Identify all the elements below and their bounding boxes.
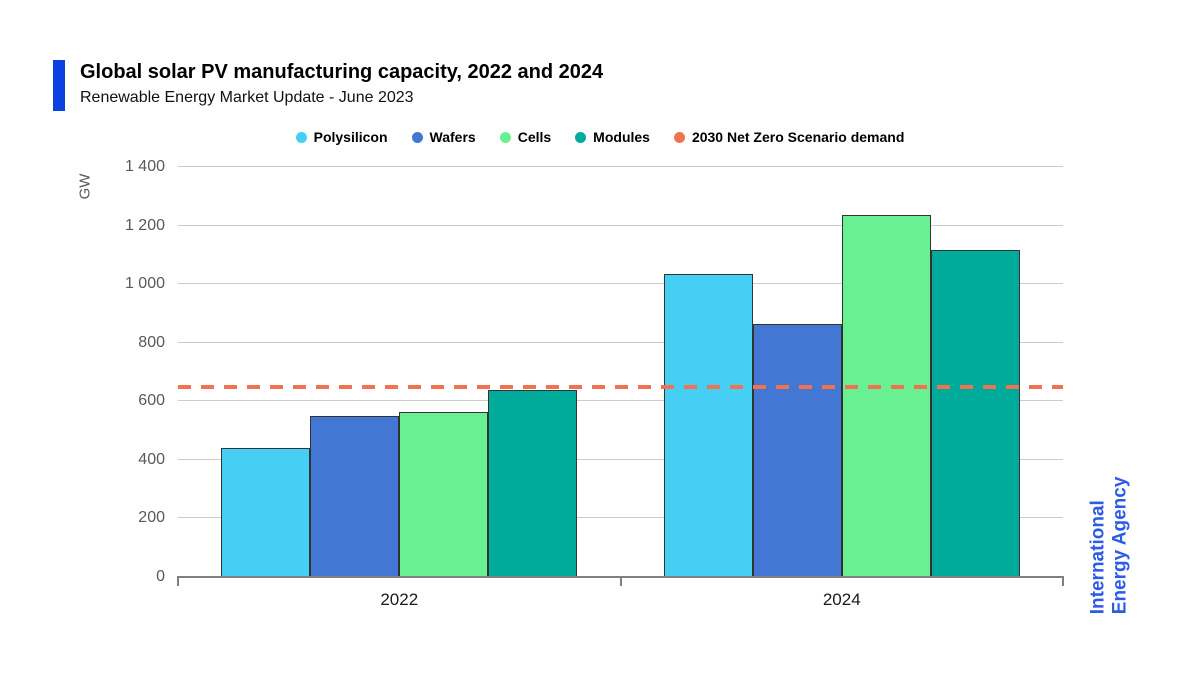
legend-dot-icon	[673, 131, 685, 143]
legend-item-label: Cells	[517, 129, 552, 145]
title-accent-bar	[53, 60, 65, 111]
legend-item-label: 2030 Net Zero Scenario demand	[691, 129, 905, 145]
gridline-1400	[178, 166, 1063, 167]
x-axis-tick-0	[177, 576, 179, 586]
legend-item-modules: Modules	[575, 129, 650, 145]
gridline-200	[178, 517, 1063, 519]
legend-item-wafers: Wafers	[411, 129, 476, 145]
legend-dot-icon	[295, 131, 307, 143]
y-axis-unit-label: GW	[76, 173, 94, 200]
y-tick-label-600: 600	[138, 392, 165, 410]
bar-2024-modules	[930, 250, 1020, 577]
chart-header: Global solar PV manufacturing capacity, …	[53, 60, 603, 111]
gridline-1200	[178, 224, 1063, 226]
legend: Polysilicon Wafers Cells Modules 2030 Net Ze…	[0, 129, 1200, 145]
legend-item-label: Polysilicon	[313, 129, 388, 145]
net-zero-demand-line	[178, 384, 1063, 389]
bar-2022-wafers	[310, 415, 400, 577]
chart-title: Global solar PV manufacturing capacity, …	[80, 61, 604, 83]
legend-dot-icon	[499, 131, 511, 143]
y-tick-label-800: 800	[138, 333, 165, 351]
iea-logo-text: International Energy Agency	[1088, 476, 1133, 614]
gridline-400	[178, 458, 1063, 460]
bar-2022-modules	[488, 389, 578, 577]
iea-logo-line2: Energy Agency	[1110, 476, 1131, 614]
legend-item-polysilicon: Polysilicon	[295, 129, 388, 145]
plot-area: 0 200 400 600 800 1 000 1 200 1 400 2022 2024	[125, 158, 1064, 609]
bar-2024-wafers	[752, 323, 842, 577]
legend-dot-icon	[575, 131, 587, 143]
bar-2024-cells	[841, 215, 931, 577]
x-axis-line	[177, 576, 1064, 586]
y-tick-label-400: 400	[138, 450, 165, 468]
bar-2022-cells	[399, 411, 489, 577]
legend-item-cells: Cells	[499, 129, 552, 145]
x-category-label-2024: 2024	[822, 590, 861, 609]
iea-logo: International Energy Agency	[1015, 450, 1200, 640]
bar-2024-polysilicon	[663, 273, 753, 577]
gridline-600	[178, 400, 1063, 402]
legend-item-label: Modules	[593, 129, 650, 145]
gridline-800	[178, 341, 1063, 343]
x-axis-tick-1	[619, 576, 622, 586]
y-tick-label-1200: 1 200	[124, 216, 165, 234]
legend-dot-icon	[411, 131, 423, 143]
bar-2022-polysilicon	[221, 448, 311, 577]
legend-item-2030-net-zero-scenario-demand: 2030 Net Zero Scenario demand	[673, 129, 905, 145]
legend-item-label: Wafers	[429, 129, 476, 145]
gridline-1000	[178, 283, 1063, 285]
y-tick-label-0: 0	[156, 568, 165, 585]
x-category-label-2022: 2022	[380, 590, 419, 609]
y-tick-label-1000: 1 000	[124, 275, 165, 293]
y-tick-label-1400: 1 400	[124, 158, 165, 175]
iea-logo-line1: International	[1087, 499, 1109, 614]
x-axis-tick-2	[1062, 576, 1064, 586]
y-tick-label-200: 200	[138, 509, 165, 527]
chart-subtitle: Renewable Energy Market Update - June 20…	[80, 89, 414, 106]
